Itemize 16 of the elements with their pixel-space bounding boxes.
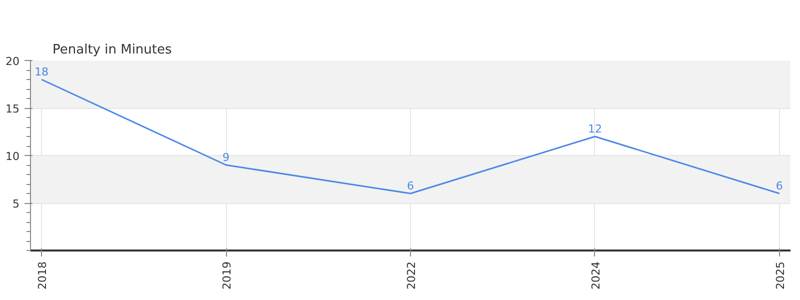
x-tick-label: 2019 — [220, 261, 234, 290]
data-label: 18 — [34, 66, 49, 78]
y-tick-label: 15 — [6, 102, 20, 116]
x-tick-label: 2025 — [774, 261, 787, 290]
x-tick-label: 2022 — [405, 261, 418, 290]
chart-title: Penalty in Minutes — [52, 42, 172, 58]
data-label: 12 — [588, 122, 602, 136]
y-tick-label: 10 — [6, 150, 20, 163]
x-tick-label: 2024 — [589, 261, 602, 290]
y-tick-label: 20 — [6, 55, 20, 68]
x-tick-label: 2018 — [36, 261, 50, 290]
y-tick-label: 5 — [12, 198, 20, 210]
data-label: 6 — [407, 180, 414, 192]
data-label: 9 — [222, 151, 230, 164]
line-series — [40, 78, 780, 194]
data-label: 6 — [776, 180, 783, 192]
